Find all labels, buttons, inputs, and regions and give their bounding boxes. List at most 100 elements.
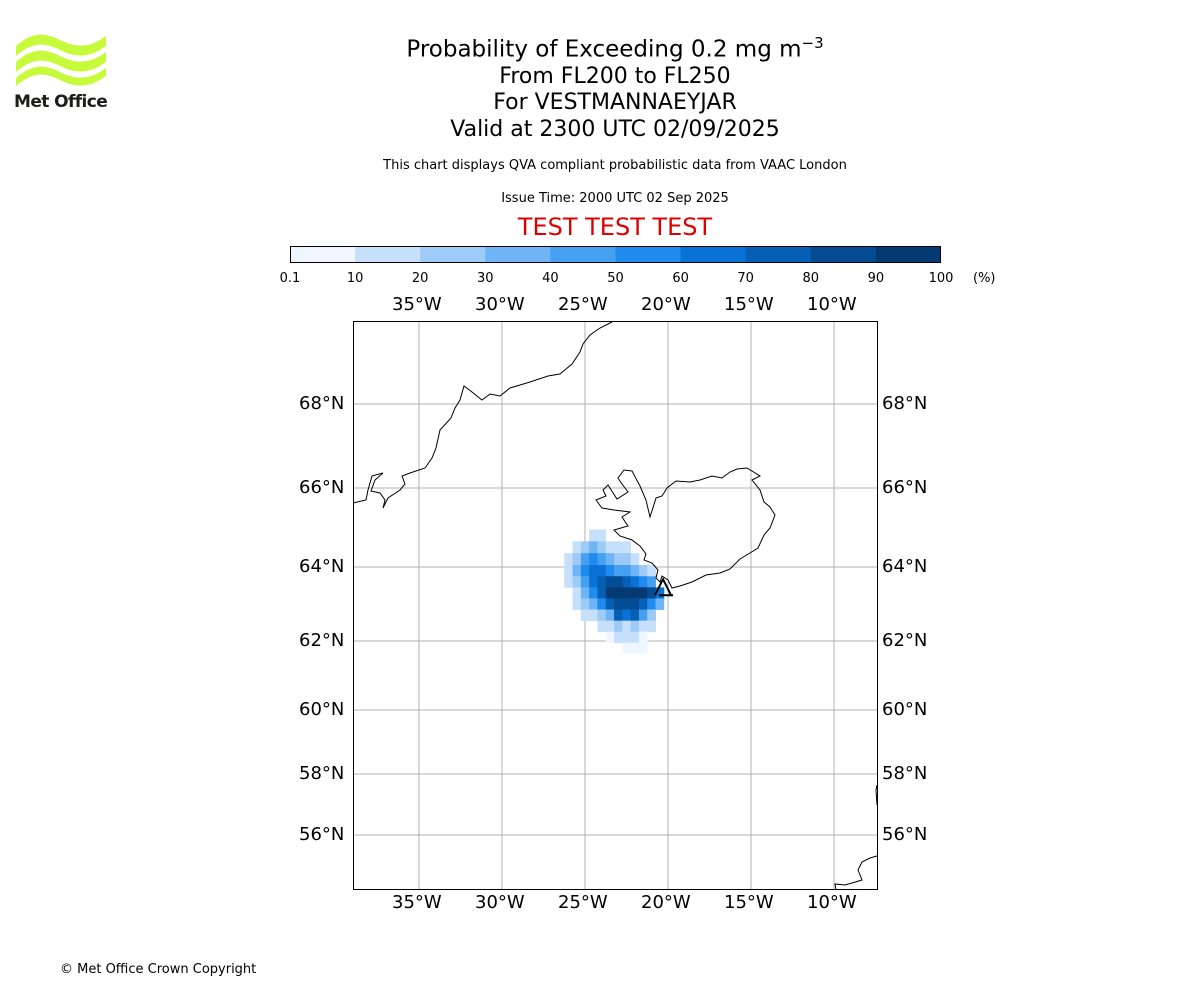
test-banner: TEST TEST TEST [517,213,713,241]
ash-cell [580,587,590,599]
map-frame [353,321,878,890]
logo-text: Met Office [14,92,108,112]
ash-cell [589,598,598,610]
colorbar-tick-label: 10 [346,271,364,286]
ash-cell [630,576,640,588]
colorbar-unit: (%) [973,271,996,286]
ash-cell [638,620,648,633]
ash-cell [572,565,582,577]
ash-cell [622,609,632,622]
lat-label-left: 64°N [299,556,345,577]
lon-label-top: 30°W [475,294,525,315]
ash-probability-cells [564,529,665,654]
ash-cell [630,553,640,566]
ash-cell [630,631,640,644]
colorbar-tick-label: 70 [737,271,754,286]
lat-label-right: 56°N [882,824,928,845]
ash-cell [580,565,590,577]
lon-label-bottom: 15°W [724,892,774,913]
ash-cell [572,598,582,610]
ash-cell [580,541,590,554]
subtitle: This chart displays QVA compliant probab… [383,158,847,173]
ash-cell [622,631,632,644]
ash-cell [580,598,590,610]
ash-cell [589,529,598,542]
lat-label-right: 60°N [882,699,928,720]
ash-cell [605,553,615,566]
colorbar [290,246,942,263]
ash-cell [597,576,607,588]
ash-cell [647,587,656,599]
colorbar-segment [355,246,421,263]
ash-cell [638,642,648,654]
ash-cell [597,553,607,566]
ash-cell [589,541,598,554]
lat-label-right: 64°N [882,556,928,577]
colorbar-segment [680,246,747,263]
ash-cell [597,609,607,622]
colorbar-segment [420,246,486,263]
colorbar-border [290,246,941,263]
title-line-1: Probability of Exceeding 0.2 mg m−3 [406,34,824,63]
ash-cell [622,587,632,599]
ash-cell [589,609,598,622]
ash-cell [572,587,582,599]
ash-cell [622,620,632,633]
ash-cell [638,576,648,588]
colorbar-segment [810,246,877,263]
colorbar-segment [290,246,356,263]
ash-cell [622,598,632,610]
ash-cell [572,576,582,588]
triangle-icon [654,576,674,597]
ash-cell [655,598,665,610]
met-office-logo: Met Office [14,30,108,114]
ash-cell [597,620,607,633]
lat-label-right: 58°N [882,763,928,784]
ash-cell [638,609,648,622]
ash-cell [638,631,648,644]
ash-cell [622,642,632,654]
faroe-coast [875,784,878,806]
ash-cell [564,576,573,588]
colorbar-tick-label: 80 [802,271,820,286]
colorbar-tick-label: 30 [477,271,494,286]
ash-cell [614,620,623,633]
ash-cell [630,587,640,599]
lat-label-left: 62°N [299,630,345,651]
colorbar-segment [875,246,942,263]
colorbar-tick-label: 100 [928,271,954,286]
volcano-triangle [654,576,674,597]
ash-cell [589,587,598,599]
ash-cell [638,587,648,599]
colorbar-swatches [290,246,942,263]
ash-cell [622,541,632,554]
ash-cell [597,587,607,599]
ash-cell [597,565,607,577]
ash-cell [614,565,623,577]
lon-label-bottom: 30°W [475,892,525,913]
ash-cell [622,576,632,588]
ash-cell [647,598,656,610]
ash-cell [605,565,615,577]
lat-label-left: 66°N [299,477,345,498]
lon-label-top: 10°W [807,294,857,315]
lon-label-bottom: 25°W [558,892,608,913]
lon-label-top: 35°W [392,294,442,315]
ash-cell [605,620,615,633]
colorbar-tick-label: 90 [867,271,885,286]
lon-label-top: 20°W [641,294,691,315]
met-office-waves-icon [16,34,106,86]
lon-label-top: 15°W [724,294,774,315]
colorbar-tick-label: 60 [672,271,689,286]
lat-label-left: 68°N [299,393,345,414]
copyright: © Met Office Crown Copyright [60,962,257,977]
lat-label-left: 60°N [299,699,345,720]
ash-cell [605,598,615,610]
ash-cell [630,609,640,622]
ash-cell [605,541,615,554]
greenland-coast [352,321,613,509]
title-line-3: For VESTMANNAEYJAR [493,90,737,115]
ash-cell [572,541,582,554]
lat-label-left: 58°N [299,763,345,784]
lat-label-right: 62°N [882,630,928,651]
